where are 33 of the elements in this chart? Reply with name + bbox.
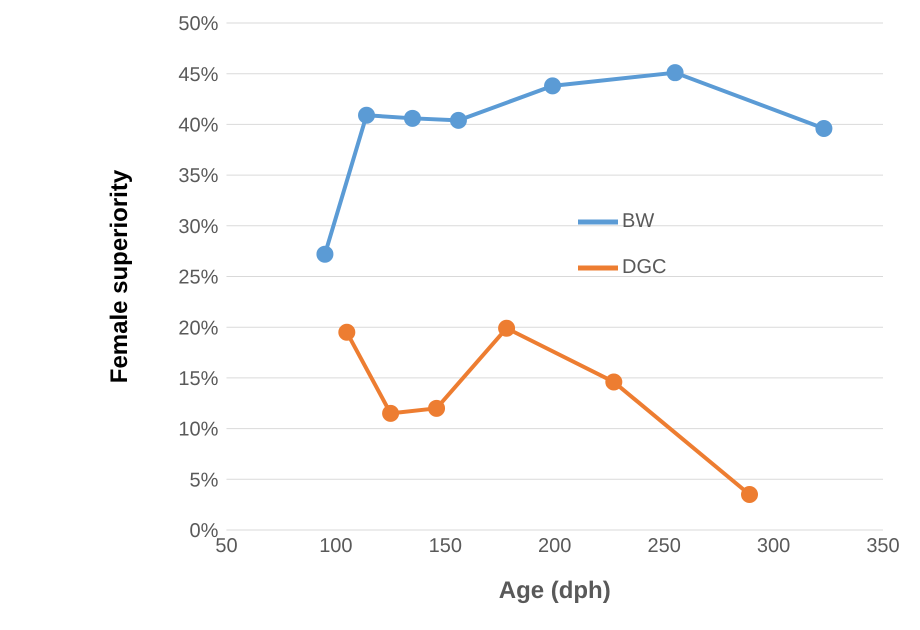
point <box>382 404 400 422</box>
y-tick-label: 45% <box>178 64 219 86</box>
x-tick-label: 250 <box>647 535 681 558</box>
point <box>404 110 421 127</box>
y-tick-label: 25% <box>178 266 219 289</box>
point <box>666 64 684 82</box>
x-axis-title: Age (dph) <box>498 577 611 604</box>
y-tick-label: 40% <box>178 114 219 136</box>
point <box>741 486 758 504</box>
y-tick-label: 20% <box>178 317 219 340</box>
point <box>316 246 334 263</box>
point <box>498 320 516 337</box>
point <box>358 106 376 124</box>
x-tick-label: 100 <box>319 535 353 558</box>
x-tick-label: 150 <box>428 535 462 558</box>
y-tick-label: 5% <box>190 469 219 492</box>
point <box>338 324 356 341</box>
point <box>450 112 467 129</box>
legend-label: BW <box>622 210 654 232</box>
point <box>605 373 622 390</box>
y-tick-label: 15% <box>178 368 219 390</box>
legend-label: DGC <box>622 256 666 278</box>
x-tick-label: 200 <box>538 535 572 558</box>
y-tick-label: 50% <box>178 13 219 36</box>
y-tick-label: 30% <box>178 216 219 238</box>
x-tick-label: 350 <box>866 535 900 558</box>
x-tick-label: 300 <box>756 535 790 558</box>
y-tick-label: 35% <box>178 165 219 188</box>
point <box>815 120 832 137</box>
point <box>544 77 562 94</box>
point <box>428 400 446 417</box>
y-axis-title: Female superiority <box>106 169 133 384</box>
y-tick-label: 10% <box>178 418 219 441</box>
